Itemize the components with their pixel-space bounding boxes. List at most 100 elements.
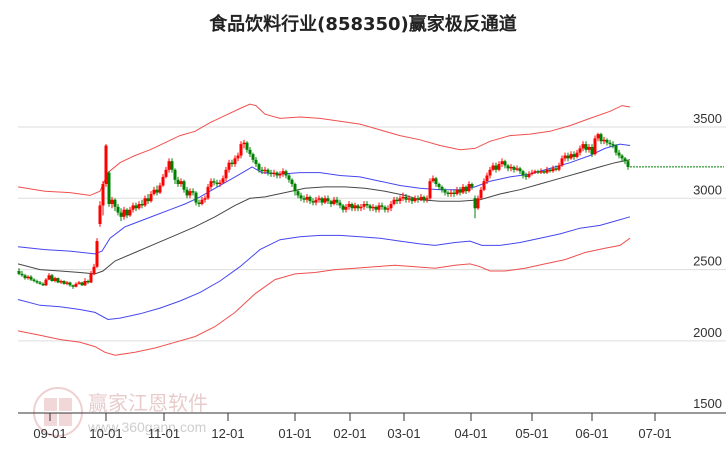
candle xyxy=(428,178,432,200)
candle xyxy=(536,169,540,175)
candle xyxy=(71,284,75,289)
candle xyxy=(404,194,408,203)
candle xyxy=(86,279,90,284)
candle xyxy=(392,196,396,206)
gridlines xyxy=(18,126,726,342)
candle xyxy=(134,202,138,212)
candle xyxy=(290,178,294,187)
candle xyxy=(323,195,327,205)
candle xyxy=(113,198,117,212)
candle xyxy=(200,196,204,206)
candle xyxy=(131,202,135,213)
candle xyxy=(206,184,210,200)
x-tick-label: 04-01 xyxy=(454,426,487,441)
candle xyxy=(443,188,447,196)
candle xyxy=(314,196,318,206)
candle xyxy=(302,195,306,203)
x-tick-label: 07-01 xyxy=(638,426,671,441)
candle xyxy=(455,186,459,196)
candle xyxy=(452,189,456,197)
candle xyxy=(353,202,357,212)
x-tick-label: 11-01 xyxy=(148,426,180,441)
candle xyxy=(95,238,99,269)
candle xyxy=(32,278,36,283)
candle xyxy=(230,159,234,167)
candle xyxy=(92,263,96,276)
candle xyxy=(164,166,168,179)
candle xyxy=(389,201,393,212)
candle xyxy=(485,172,489,185)
candle xyxy=(38,281,42,285)
candle xyxy=(254,156,258,167)
candle xyxy=(554,165,558,172)
candle xyxy=(260,166,264,175)
band-outer_upper xyxy=(17,103,631,196)
candle xyxy=(362,201,366,210)
candle xyxy=(557,162,561,172)
candle xyxy=(470,182,474,190)
candle xyxy=(104,144,108,187)
x-tick-label: 05-01 xyxy=(515,426,548,441)
candle xyxy=(47,273,51,281)
candle xyxy=(137,201,141,210)
y-axis: 3500 3000 2500 2000 1500 xyxy=(693,111,722,411)
candle xyxy=(464,185,468,195)
candle xyxy=(425,195,429,203)
x-tick-label: 09-01 xyxy=(33,426,66,441)
candle xyxy=(296,189,300,199)
candlesticks xyxy=(17,132,630,289)
candle xyxy=(347,201,351,210)
candle xyxy=(284,169,288,179)
candle xyxy=(98,201,102,227)
candle xyxy=(221,175,225,185)
candle xyxy=(458,186,462,196)
candle xyxy=(185,186,189,199)
candle xyxy=(467,181,471,193)
candle xyxy=(152,186,156,196)
candle xyxy=(521,169,525,179)
candle xyxy=(524,172,528,180)
candle xyxy=(410,196,414,205)
candle xyxy=(239,141,243,159)
candle xyxy=(533,169,537,175)
candle xyxy=(626,159,630,170)
x-tick-label: 12-01 xyxy=(211,426,244,441)
watermark-brand: 赢家江恩软件 xyxy=(88,391,208,415)
candle xyxy=(344,204,348,213)
candle xyxy=(41,282,45,286)
candle xyxy=(245,141,249,153)
candle xyxy=(257,162,261,173)
candle xyxy=(506,164,510,172)
candle xyxy=(509,164,513,172)
candle xyxy=(548,168,552,173)
x-tick-label: 06-01 xyxy=(575,426,608,441)
candle xyxy=(602,136,606,145)
candle xyxy=(599,132,603,145)
candle xyxy=(419,194,423,202)
candle xyxy=(572,151,576,160)
candle xyxy=(563,152,567,162)
candle xyxy=(482,178,486,192)
candle xyxy=(494,162,498,173)
candle xyxy=(386,205,390,213)
candle xyxy=(473,195,477,219)
candle xyxy=(287,174,291,183)
candle xyxy=(116,204,120,216)
candle xyxy=(566,152,570,162)
candle xyxy=(350,202,354,212)
candle xyxy=(305,194,309,203)
candle xyxy=(173,168,177,185)
candle xyxy=(446,191,450,197)
candle xyxy=(203,195,207,203)
candle xyxy=(377,202,381,213)
candle xyxy=(431,175,435,183)
candle xyxy=(53,276,57,283)
candle xyxy=(20,271,24,277)
candle xyxy=(293,182,297,196)
candle xyxy=(242,139,246,149)
candle xyxy=(101,181,105,216)
y-tick-label: 2500 xyxy=(693,254,722,269)
candle xyxy=(617,149,621,159)
candle xyxy=(23,273,27,280)
